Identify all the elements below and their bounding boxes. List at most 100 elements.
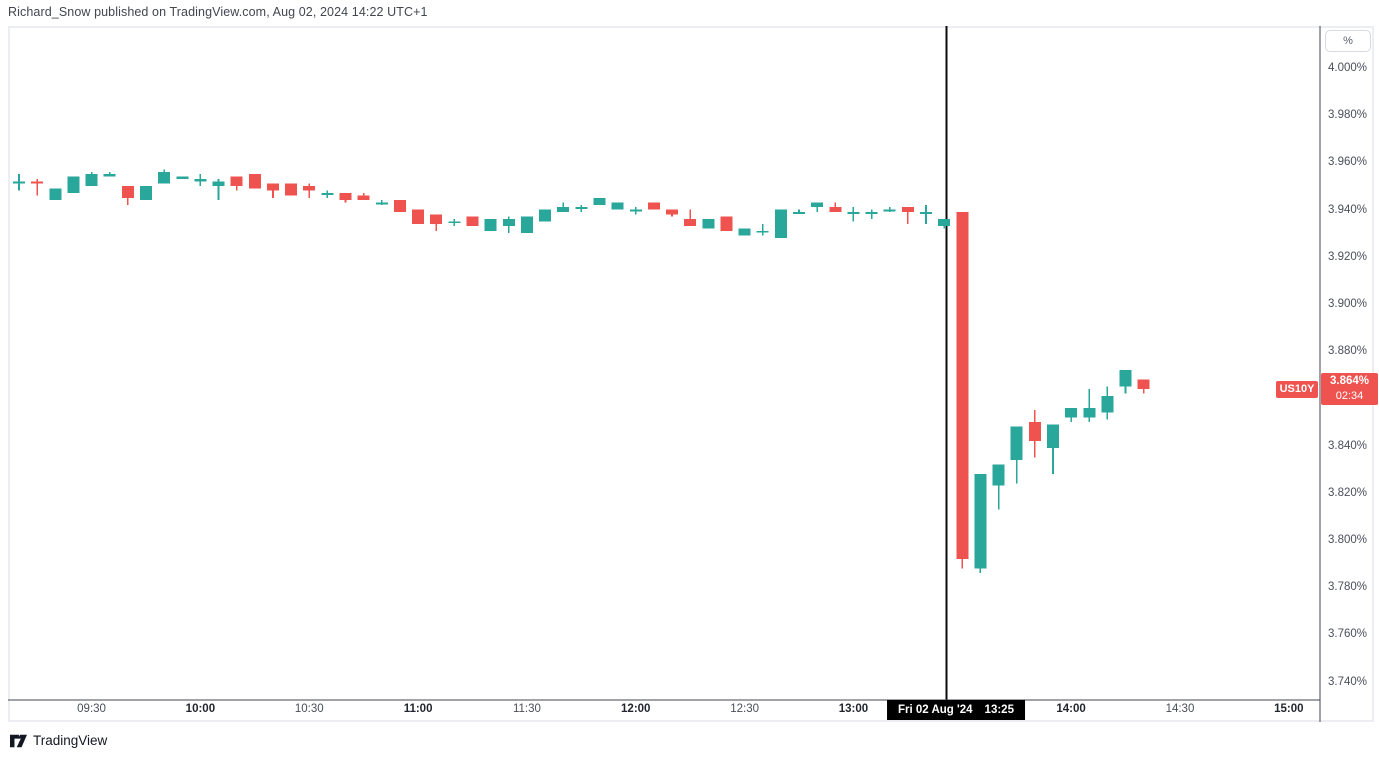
tradingview-brand-link[interactable]: TradingView [10, 733, 107, 748]
candle-body [702, 219, 715, 229]
candle-body [466, 216, 479, 227]
candle-body [1046, 424, 1059, 448]
price-tick-label: 3.960% [1328, 156, 1368, 169]
price-tick-label: 3.980% [1328, 109, 1368, 122]
candle-body [448, 221, 461, 224]
price-tick-label: 3.740% [1328, 675, 1368, 688]
price-tick-label: 3.940% [1328, 203, 1368, 216]
candle-body [1101, 396, 1114, 413]
time-tick-label: 10:00 [185, 703, 216, 715]
time-tick-label: 14:00 [1056, 703, 1086, 715]
price-tick-label: 3.820% [1328, 486, 1368, 499]
symbol-price-line-tag: US10Y [1276, 381, 1318, 398]
candle-body [1083, 407, 1096, 418]
price-tick-label: 3.880% [1328, 345, 1368, 358]
candle-body [13, 181, 25, 184]
candle-body [974, 473, 987, 569]
candle-body [684, 219, 697, 227]
candle-body [430, 214, 443, 224]
time-tick-label: 15:00 [1274, 703, 1304, 715]
last-price-value: 3.864% [1329, 375, 1369, 387]
candle-body [248, 174, 261, 189]
candlestick-plot-canvas[interactable] [8, 26, 1374, 722]
time-tick-label: 10:30 [294, 703, 324, 715]
candle-body [412, 209, 425, 224]
candle-body [194, 178, 207, 182]
candle-body [85, 174, 98, 186]
time-tick-label: 11:00 [403, 703, 433, 715]
candle-body [1010, 426, 1023, 460]
candle-body [176, 176, 189, 179]
candle-body [956, 211, 969, 559]
candle-body [1119, 370, 1132, 387]
event-time: 13:25 [984, 704, 1014, 716]
candle-body [647, 202, 660, 210]
candle-body [230, 176, 243, 186]
candle-body [393, 200, 406, 212]
candle-body [303, 186, 316, 191]
tradingview-logo-icon [10, 734, 27, 747]
candle-body [829, 207, 842, 212]
candle-body [375, 202, 388, 205]
time-tick-label: 12:00 [621, 703, 651, 715]
price-tick-label: 4.000% [1328, 62, 1368, 74]
candle-body [865, 211, 878, 214]
tradingview-brand-text: TradingView [33, 733, 108, 748]
candle-body [593, 197, 606, 205]
candle-body [992, 464, 1005, 486]
candle-body [212, 181, 225, 186]
price-tick-label: 3.780% [1328, 581, 1368, 594]
price-tick-label: 3.840% [1328, 439, 1368, 452]
candle-body [49, 188, 62, 201]
price-tick-label: 3.800% [1328, 534, 1368, 546]
candle-body [847, 211, 860, 214]
candle-body [901, 207, 914, 212]
time-tick-label: 14:30 [1165, 703, 1195, 715]
time-tick-label: 11:30 [512, 703, 541, 715]
candle-body [67, 176, 80, 194]
price-tick-label: 3.900% [1328, 298, 1368, 310]
event-date: Fri 02 Aug '24 [898, 704, 973, 716]
time-tick-label: 12:30 [730, 703, 759, 715]
candle-body [738, 228, 751, 236]
candle-body [339, 193, 352, 201]
price-scale-unit-button[interactable]: % [1325, 30, 1371, 52]
candle-body [139, 186, 152, 201]
candle-body [484, 219, 497, 231]
candle-body [611, 202, 624, 210]
last-price-tag: 3.864% 02:34 [1321, 373, 1378, 405]
candle-body [1065, 407, 1078, 418]
candle-body [539, 209, 552, 222]
candle-body [774, 209, 787, 238]
candle-body [103, 174, 116, 177]
attribution-text: Richard_Snow published on TradingView.co… [8, 5, 428, 19]
candle-body [557, 207, 570, 212]
candle-body [121, 186, 134, 198]
price-tick-label: 3.760% [1328, 628, 1368, 641]
bar-countdown: 02:34 [1335, 390, 1364, 402]
candle-body [920, 211, 932, 214]
price-tick-label: 3.920% [1328, 250, 1368, 263]
candle-body [1137, 379, 1150, 389]
candle-body [285, 183, 298, 196]
candle-body [575, 207, 588, 210]
candle-body [520, 216, 533, 234]
candle-body [666, 209, 679, 215]
candle-body [31, 181, 44, 184]
candle-body [756, 230, 769, 233]
candle-body [357, 195, 370, 201]
candle-body [720, 216, 733, 231]
candle-body [883, 209, 896, 212]
candle-body [1028, 422, 1041, 441]
time-tick-label: 13:00 [838, 703, 869, 715]
event-time-label: Fri 02 Aug '24 13:25 [887, 700, 1025, 720]
candle-body [502, 219, 515, 227]
time-tick-label: 09:30 [77, 703, 106, 715]
candle-body [793, 211, 806, 214]
candle-body [321, 193, 334, 195]
candle-body [158, 171, 171, 184]
candle-body [266, 183, 279, 191]
candle-body [938, 219, 951, 227]
candle-body [629, 209, 642, 212]
